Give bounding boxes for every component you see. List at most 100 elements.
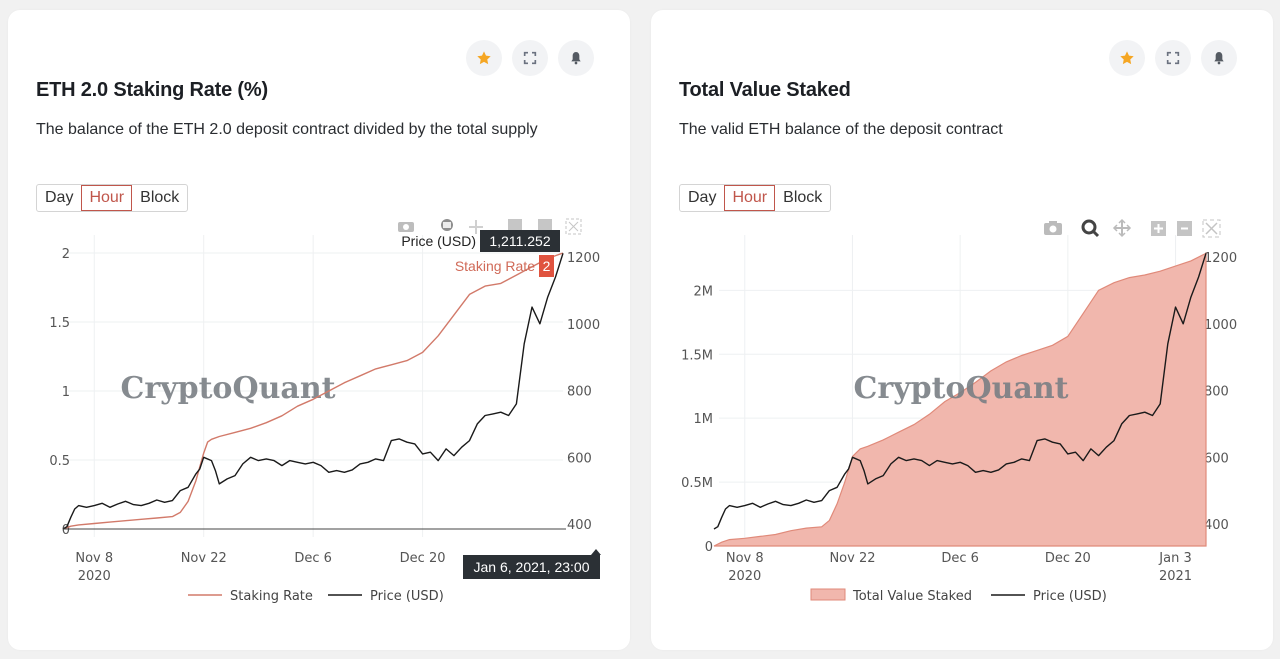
favorite-button[interactable] <box>466 40 502 76</box>
line-series-staking-rate <box>62 252 564 530</box>
interval-hour-button[interactable]: Hour <box>81 185 133 211</box>
interval-day-button[interactable]: Day <box>688 189 717 206</box>
legend: Total Value Staked Price (USD) <box>810 588 1107 604</box>
tooltip-staking: Staking Rate 2 <box>455 255 554 277</box>
zoom-in-icon[interactable] <box>1151 221 1166 236</box>
x-tick-year: 2020 <box>728 569 761 584</box>
x-tick-year: 2021 <box>1159 569 1192 584</box>
interval-hour-button[interactable]: Hour <box>724 185 776 211</box>
zoom-icon[interactable] <box>1081 219 1100 238</box>
legend-label: Staking Rate <box>230 589 313 604</box>
legend-label: Price (USD) <box>1033 589 1107 604</box>
favorite-button[interactable] <box>1109 40 1145 76</box>
legend-swatch-total-value-staked <box>810 588 846 601</box>
tooltip-price-value: 1,211.252 <box>489 233 550 249</box>
autoscale-icon[interactable] <box>565 218 582 235</box>
y-left-tick-label: 1.5M <box>681 348 713 363</box>
tooltip-staking-box <box>539 255 554 277</box>
star-icon <box>477 51 491 65</box>
zoom-out-icon[interactable] <box>538 219 552 233</box>
y-right-tick-label: 800 <box>1204 385 1229 400</box>
line-series-price <box>62 253 564 530</box>
grid <box>68 235 563 537</box>
x-tick-label: Dec 20 <box>1045 551 1091 566</box>
y-right-tick-label: 1000 <box>1204 318 1237 333</box>
interval-day-button[interactable]: Day <box>45 189 74 206</box>
y-left-tick-label: 1 <box>62 385 70 400</box>
y-axis-left: 0 0.5M 1M 1.5M 2M <box>681 284 713 555</box>
watermark-logo: CryptoQuant <box>120 371 335 406</box>
tooltip-staking-value: 2 <box>543 258 551 274</box>
series-layer <box>62 252 564 530</box>
tooltip-price-box <box>480 230 560 252</box>
legend-label: Total Value Staked <box>852 589 972 604</box>
autoscale-icon[interactable] <box>1202 219 1221 238</box>
x-tick-label: Jan 3 <box>1158 551 1191 566</box>
y-left-tick-label: 1M <box>694 412 714 427</box>
area-series-total-value-staked <box>713 252 1207 547</box>
total-value-staked-chart[interactable]: 0 0.5M 1M 1.5M 2M 400 600 800 1000 1200 Nov 8 202… <box>651 10 1273 650</box>
zoom-icon[interactable] <box>441 219 453 231</box>
alert-button[interactable] <box>558 40 594 76</box>
tooltip-staking-label: Staking Rate <box>455 258 535 274</box>
alert-button[interactable] <box>1201 40 1237 76</box>
y-axis-right: 400 600 800 1000 1200 <box>1204 251 1237 533</box>
y-left-tick-label: 2 <box>62 247 70 262</box>
bell-icon <box>571 52 581 65</box>
series-layer <box>713 252 1207 547</box>
chart-title: Total Value Staked <box>679 79 851 101</box>
chart-description: The balance of the ETH 2.0 deposit contr… <box>36 121 538 138</box>
y-right-tick-label: 600 <box>1204 451 1229 466</box>
camera-icon[interactable] <box>398 222 414 232</box>
x-axis: Nov 8 2020 Nov 22 Dec 6 Dec 20 <box>75 551 445 584</box>
y-right-tick-label: 400 <box>567 518 592 533</box>
legend-label: Price (USD) <box>370 589 444 604</box>
staking-rate-card: ETH 2.0 Staking Rate (%) The balance of … <box>8 10 630 650</box>
tooltip-x-box <box>463 555 600 579</box>
modebar <box>1044 218 1221 238</box>
pan-icon[interactable] <box>1112 218 1132 238</box>
y-left-tick-label: 1.5 <box>49 316 70 331</box>
y-left-tick-label: 0 <box>62 523 70 538</box>
x-tick-label: Dec 20 <box>400 551 446 566</box>
y-left-tick-label: 0 <box>705 540 713 555</box>
expand-button[interactable] <box>512 40 548 76</box>
tooltip-price: Price (USD) 1,211.252 <box>401 230 560 252</box>
expand-icon <box>523 51 537 65</box>
x-tick-label: Dec 6 <box>294 551 332 566</box>
star-icon <box>1120 51 1134 65</box>
x-tick-label: Nov 22 <box>181 551 227 566</box>
expand-icon <box>1166 51 1180 65</box>
tooltip-price-label: Price (USD) <box>401 233 476 249</box>
tooltip-x: Jan 6, 2021, 23:00 <box>463 549 601 579</box>
chart-description: The valid ETH balance of the deposit con… <box>679 121 1003 138</box>
pan-icon[interactable] <box>469 220 483 234</box>
interval-selector: Day Hour Block <box>679 184 832 212</box>
line-series-price <box>713 253 1207 530</box>
expand-button[interactable] <box>1155 40 1191 76</box>
bell-icon <box>1214 52 1224 65</box>
zoom-out-icon[interactable] <box>1177 221 1192 236</box>
y-right-tick-label: 400 <box>1204 518 1229 533</box>
y-axis-left: 0 0.5 1 1.5 2 <box>49 247 70 538</box>
y-right-tick-label: 1200 <box>567 251 600 266</box>
interval-block-button[interactable]: Block <box>783 189 823 206</box>
x-tick-label: Nov 22 <box>829 551 875 566</box>
zoom-in-icon[interactable] <box>508 219 522 233</box>
y-right-tick-label: 1200 <box>1204 251 1237 266</box>
modebar <box>398 218 582 235</box>
x-tick-label: Nov 8 <box>75 551 113 566</box>
y-left-tick-label: 0.5M <box>681 476 713 491</box>
card-header-actions <box>1109 40 1237 76</box>
legend: Staking Rate Price (USD) <box>188 589 444 604</box>
camera-icon[interactable] <box>1044 221 1062 235</box>
y-right-tick-label: 1000 <box>567 318 600 333</box>
x-tick-label: Dec 6 <box>941 551 979 566</box>
y-axis-right: 400 600 800 1000 1200 <box>567 251 600 533</box>
y-right-tick-label: 600 <box>567 451 592 466</box>
x-axis: Nov 8 2020 Nov 22 Dec 6 Dec 20 Jan 3 2021 <box>726 551 1192 584</box>
interval-selector: Day Hour Block <box>36 184 189 212</box>
watermark-logo: CryptoQuant <box>853 371 1068 406</box>
interval-block-button[interactable]: Block <box>140 189 180 206</box>
